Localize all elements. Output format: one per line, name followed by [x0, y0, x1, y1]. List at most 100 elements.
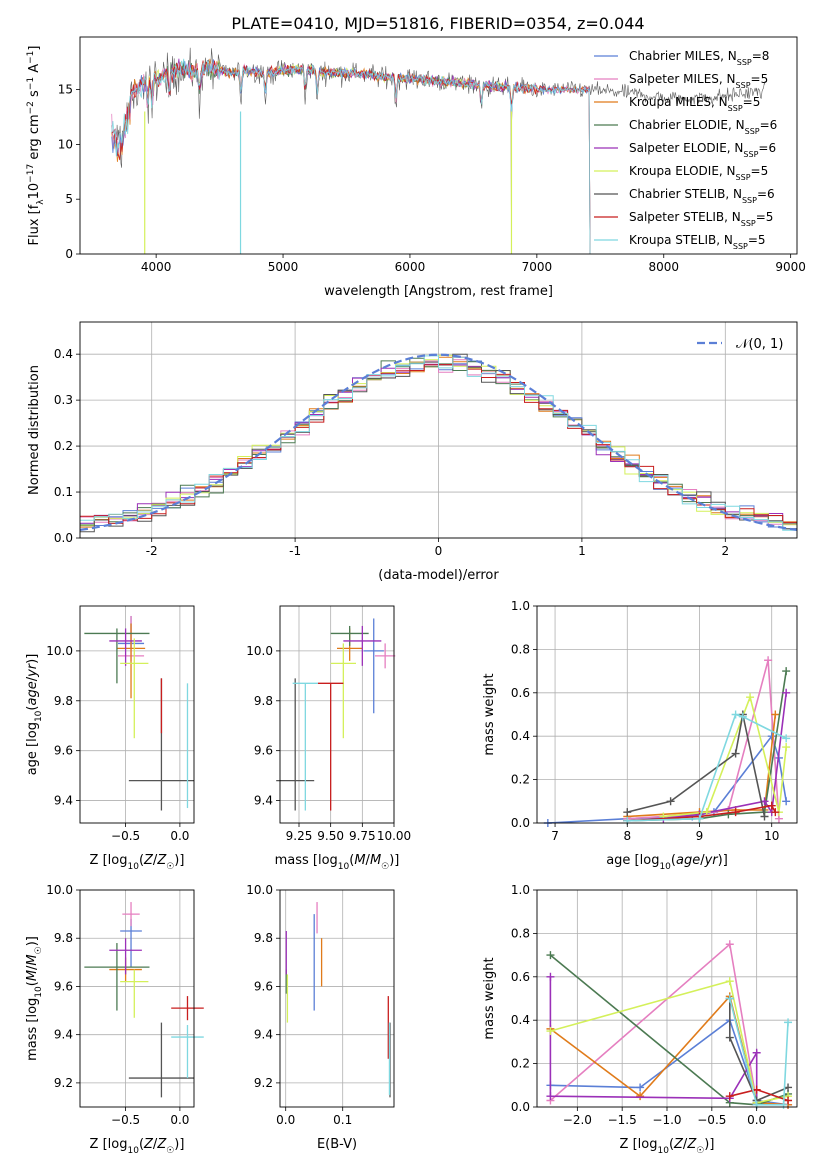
y-axis-label-part: −1 [26, 77, 36, 90]
histogram-step [80, 355, 797, 531]
y-tick-label: 10.0 [46, 883, 73, 897]
x-axis-label-part: ☉ [696, 1146, 704, 1156]
x-axis-label: Z [log10(Z/Z☉)] [620, 1137, 715, 1156]
axes-frame [536, 605, 798, 824]
y-axis-label-part: −2 [26, 101, 36, 114]
x-tick-label: −0.5 [111, 1113, 140, 1127]
x-axis-label-part: Z [686, 1137, 697, 1152]
y-tick-label: 0.0 [54, 531, 73, 545]
plot-area-mass_weight_vs_Z [546, 940, 793, 1109]
mass-weight-marker [784, 1018, 793, 1027]
x-axis-label: Z [log10(Z/Z☉)] [90, 1137, 185, 1156]
x-tick-label: 2 [721, 544, 729, 558]
y-tick-label: 0.6 [511, 686, 530, 700]
mass-weight-marker [746, 693, 755, 702]
x-tick-label: −2.0 [563, 1113, 592, 1127]
axes-spectrum: 4000 5000 6000 7000 8000 9000 0 5 10 15 wavelength… [26, 36, 806, 299]
axes-residual_histogram: -2 -1 0 1 2 0.0 0.1 0.2 0.3 0.4 (data-model)/error… [27, 321, 798, 583]
errorbar-point [120, 969, 149, 1018]
spectrum-line [111, 58, 591, 254]
x-axis-label-part: 10 [338, 862, 350, 872]
x-axis-label-part: / [153, 1137, 158, 1152]
mass-weight-marker [725, 1092, 734, 1101]
y-tick-label: 10.0 [246, 883, 273, 897]
mass-weight-marker [731, 749, 740, 758]
mass-weight-marker [731, 808, 740, 817]
y-axis-label-part: −17 [26, 164, 36, 183]
y-axis-label-part: )] [25, 654, 40, 664]
y-tick-label: 9.2 [254, 1076, 273, 1090]
x-tick-label: −0.5 [697, 1113, 726, 1127]
y-tick-label: 1.0 [511, 599, 530, 613]
legend-label-main: Chabrier ELODIE, N [629, 118, 745, 132]
y-tick-label: 0.2 [511, 1057, 530, 1071]
mass-weight-marker [782, 797, 791, 806]
spectrum-line [111, 47, 766, 168]
y-tick-label: 0.6 [511, 970, 530, 984]
axes-mass_weight_vs_Z: −2.0 −1.5 −1.0 −0.5 0.0 0.0 0.2 0.4 0.6 0.8 1.0 Z [… [482, 883, 798, 1156]
y-tick-label: 0.4 [511, 729, 530, 743]
mass-weight-marker [782, 688, 791, 697]
y-tick-label: 0.8 [511, 926, 530, 940]
x-axis-label-part: 10 [659, 862, 671, 872]
legend-label-tail: =6 [760, 118, 778, 132]
x-axis-label-part: mass [log [275, 853, 338, 868]
errorbar-point [120, 918, 142, 968]
y-axis-label: mass [log10(M/M☉)] [25, 936, 44, 1061]
mass-weight-marker [725, 1033, 734, 1042]
errorbar-point [375, 643, 396, 669]
x-tick-label: −0.5 [111, 829, 140, 843]
x-axis-label-part: ☉ [381, 862, 389, 872]
legend-label-main: Kroupa STELIB, N [629, 233, 733, 247]
y-axis-label-part: λ [36, 199, 46, 205]
mass-weight-marker [782, 743, 791, 752]
mass-weight-marker [724, 810, 733, 819]
axes-frame [279, 605, 395, 824]
mass-weight-marker [771, 808, 780, 817]
legend-label-main: Kroupa MILES, N [629, 95, 728, 109]
axes-frame [79, 36, 798, 255]
mass-weight-line [627, 714, 766, 817]
legend-label-sub: SSP [736, 173, 751, 182]
x-axis-label-part: 10 [127, 1146, 139, 1156]
errorbar-point [109, 938, 142, 975]
x-axis-label-part: / [683, 1137, 688, 1152]
y-axis-label: Flux [fλ10−17 erg cm−2 s−1 A−1] [26, 46, 46, 246]
x-axis-label-part: ( [349, 853, 354, 868]
legend-label-sub: SSP [736, 81, 751, 90]
axes-frame [79, 889, 195, 1108]
mass-weight-marker [725, 977, 734, 986]
x-axis-label: age [log10(age/yr)] [606, 853, 728, 872]
legend-label-sub: SSP [742, 196, 757, 205]
x-axis-label-part: Z [673, 1137, 684, 1152]
mass-weight-marker [752, 1085, 761, 1094]
x-axis-label-part: / [700, 853, 705, 868]
x-tick-label: 0.1 [333, 1113, 352, 1127]
y-axis-label-part: erg cm [27, 114, 42, 163]
errorbar-point [84, 628, 150, 684]
x-tick-label: 0 [435, 544, 443, 558]
mass-weight-marker [782, 734, 791, 743]
x-tick-label: -2 [146, 544, 158, 558]
x-axis-label-part: Z [log [90, 853, 128, 868]
y-axis-label: mass weight [482, 957, 497, 1039]
axes-frame [279, 889, 395, 1108]
x-tick-label: 0.0 [747, 1113, 766, 1127]
y-axis-label-part: ☉ [34, 946, 44, 954]
y-tick-label: 10.0 [46, 644, 73, 658]
x-tick-label: −1.0 [652, 1113, 681, 1127]
y-tick-label: 0.8 [511, 642, 530, 656]
x-axis-label-part: )] [174, 1137, 184, 1152]
y-axis-label-part: ] [27, 46, 42, 51]
errorbar-point [171, 1025, 204, 1079]
x-axis-label-part: age [log [606, 853, 659, 868]
legend-label-tail: =5 [751, 72, 769, 86]
errorbar-point [128, 1022, 194, 1098]
errorbar-point [120, 638, 149, 739]
y-tick-label: 9.6 [54, 979, 73, 993]
y-tick-label: 0.1 [54, 485, 73, 499]
y-tick-label: 5 [65, 192, 73, 206]
axes-mass_vs_ebv: 0.0 0.1 9.2 9.4 9.6 9.8 10.0 E(B-V) [246, 883, 395, 1152]
x-axis-label-part: 10 [127, 862, 139, 872]
x-axis-label-part: M [354, 853, 365, 868]
